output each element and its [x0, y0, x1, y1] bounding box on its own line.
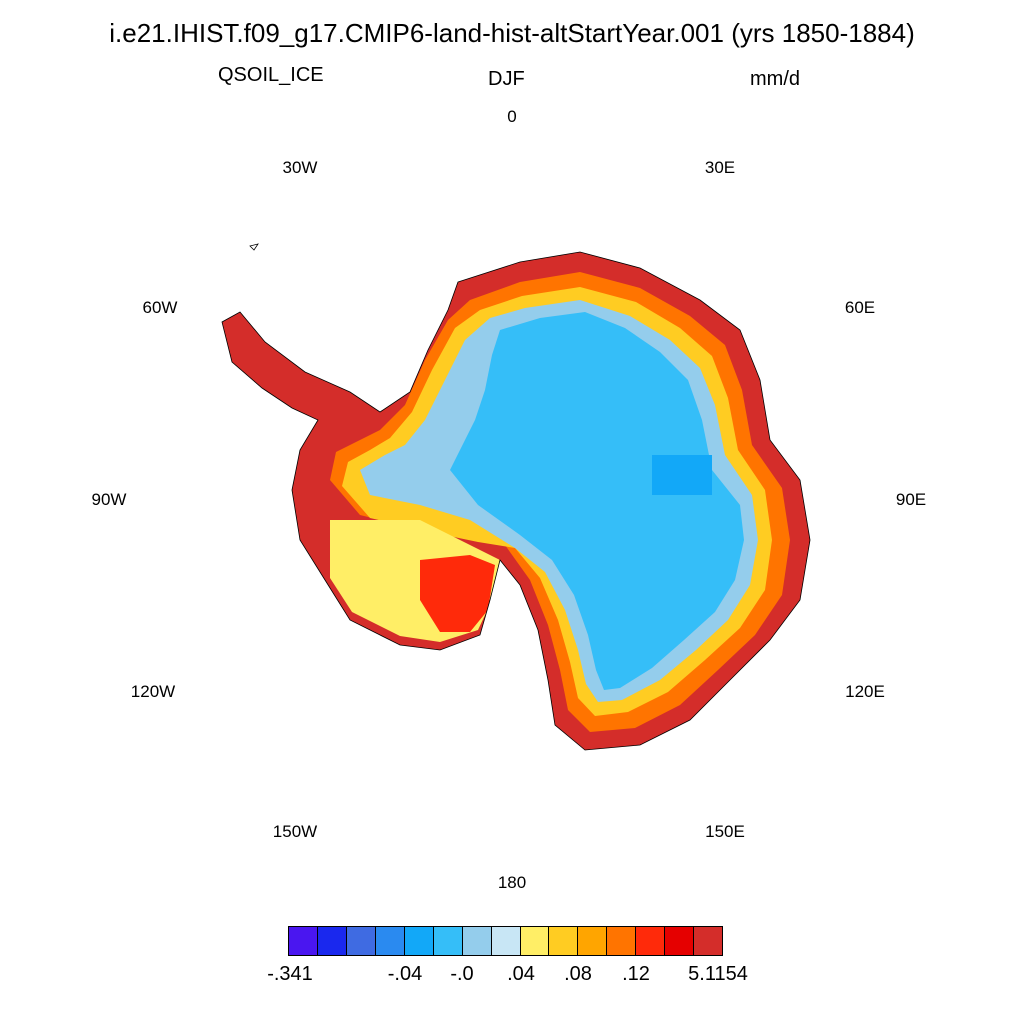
lon-label-30e: 30E: [704, 158, 736, 177]
colorbar: [288, 926, 723, 956]
colorbar-box: [607, 927, 637, 955]
lon-label-120e: 120E: [845, 682, 885, 701]
lon-label-150w: 150W: [272, 822, 318, 841]
lon-label-120w: 120W: [130, 682, 176, 701]
lon-label-90e: 90E: [895, 490, 927, 509]
colorbar-box: [289, 927, 318, 955]
lon-label-60e: 60E: [844, 298, 876, 317]
colorbar-box: [317, 927, 347, 955]
island-outline: [249, 243, 259, 251]
lon-label-30w: 30W: [282, 158, 318, 177]
colorbar-box: [462, 927, 492, 955]
colorbar-box: [578, 927, 608, 955]
units-label: mm/d: [750, 68, 800, 90]
colorbar-label: .08: [564, 963, 592, 985]
west-red-region: [420, 555, 495, 632]
colorbar-box: [404, 927, 434, 955]
colorbar-label: -.0: [450, 963, 474, 985]
season-label: DJF: [488, 68, 525, 90]
lon-label-60w: 60W: [142, 298, 178, 317]
colorbar-label: -.341: [267, 963, 313, 985]
colorbar-label: 5.1154: [688, 963, 748, 985]
lon-label-90w: 90W: [91, 490, 127, 509]
colorbar-box: [346, 927, 376, 955]
interior-blue: [450, 312, 744, 690]
colorbar-box: [549, 927, 579, 955]
plot-title: i.e21.IHIST.f09_g17.CMIP6-land-hist-altS…: [109, 18, 915, 48]
lon-label-150e: 150E: [705, 822, 745, 841]
interior-deep-blue: [652, 455, 712, 495]
colorbar-label: .04: [507, 963, 535, 985]
ice-sheet-field: [222, 252, 810, 750]
colorbar-box: [665, 927, 695, 955]
colorbar-label: .12: [622, 963, 650, 985]
colorbar-box: [375, 927, 405, 955]
colorbar-label: -.04: [387, 963, 423, 985]
variable-name: QSOIL_ICE: [218, 64, 324, 86]
coastline: [221, 251, 811, 751]
lon-label-180: 180: [497, 873, 527, 892]
colorbar-box: [433, 927, 463, 955]
colorbar-box: [520, 927, 550, 955]
colorbar-box: [636, 927, 666, 955]
colorbar-box: [491, 927, 521, 955]
lon-label-0: 0: [507, 107, 517, 126]
colorbar-box: [694, 927, 723, 955]
